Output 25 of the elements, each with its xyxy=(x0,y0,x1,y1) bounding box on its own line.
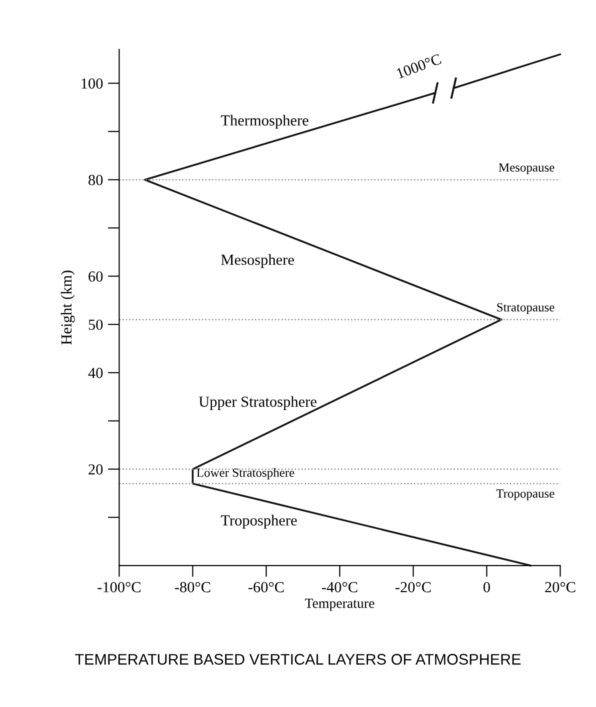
ref-line-label: Tropopause xyxy=(496,489,554,500)
y-axis-title: Height (km) xyxy=(60,270,75,345)
y-tick-label: 40 xyxy=(88,368,103,378)
x-tick-label: -40°C xyxy=(322,582,358,592)
y-tick-label: 20 xyxy=(88,464,103,475)
annotation: Thermosphere xyxy=(220,114,308,129)
annotation: Upper Stratosphere xyxy=(198,396,316,410)
ref-line-label: Stratopause xyxy=(497,303,554,314)
y-tick-label: 100 xyxy=(82,78,103,89)
annotation: Troposphere xyxy=(220,514,297,529)
x-axis-title: Temperature xyxy=(304,598,374,611)
x-tick-label: -60°C xyxy=(248,582,284,592)
annotation: Lower Stratosphere xyxy=(196,468,294,480)
annotation: Mesosphere xyxy=(221,254,294,268)
x-tick-label: 20°C xyxy=(545,582,576,592)
ref-line-label: Mesopause xyxy=(498,163,554,174)
annotation: 1000°C xyxy=(396,54,442,79)
x-tick-label: 0 xyxy=(483,582,490,592)
y-tick-label: 50 xyxy=(88,320,103,330)
y-tick-label: 80 xyxy=(88,174,103,186)
y-tick-label: 60 xyxy=(88,271,103,282)
x-tick-label: -100°C xyxy=(98,582,141,592)
text: TEMPERATURE BASED VERTICAL LAYERS OF ATMOSPHERE xyxy=(75,654,521,665)
x-tick-label: -20°C xyxy=(395,582,431,592)
x-tick-label: -80°C xyxy=(174,582,210,592)
